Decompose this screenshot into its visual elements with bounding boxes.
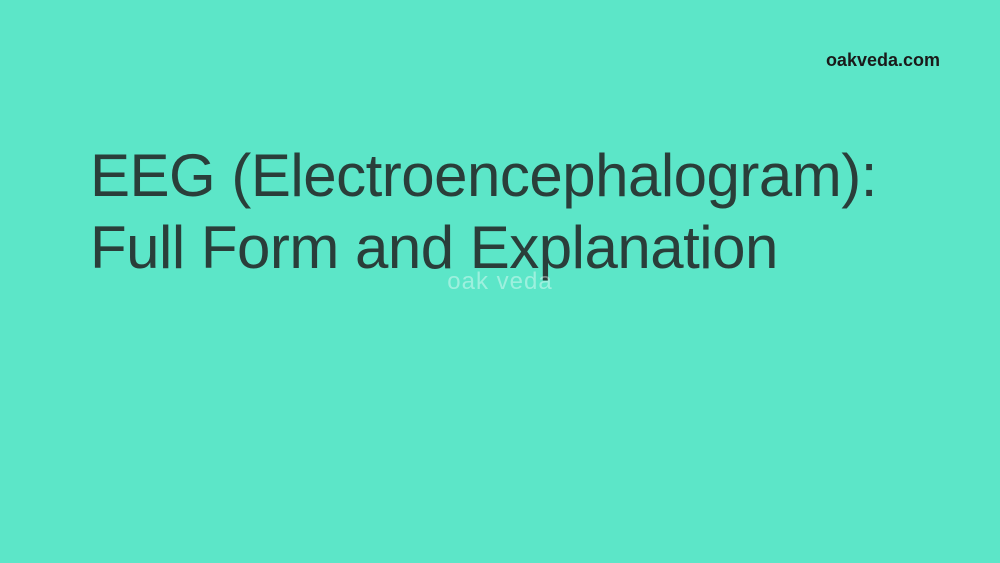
domain-label: oakveda.com [826, 50, 940, 71]
page-title: EEG (Electroencephalogram): Full Form an… [90, 140, 940, 284]
